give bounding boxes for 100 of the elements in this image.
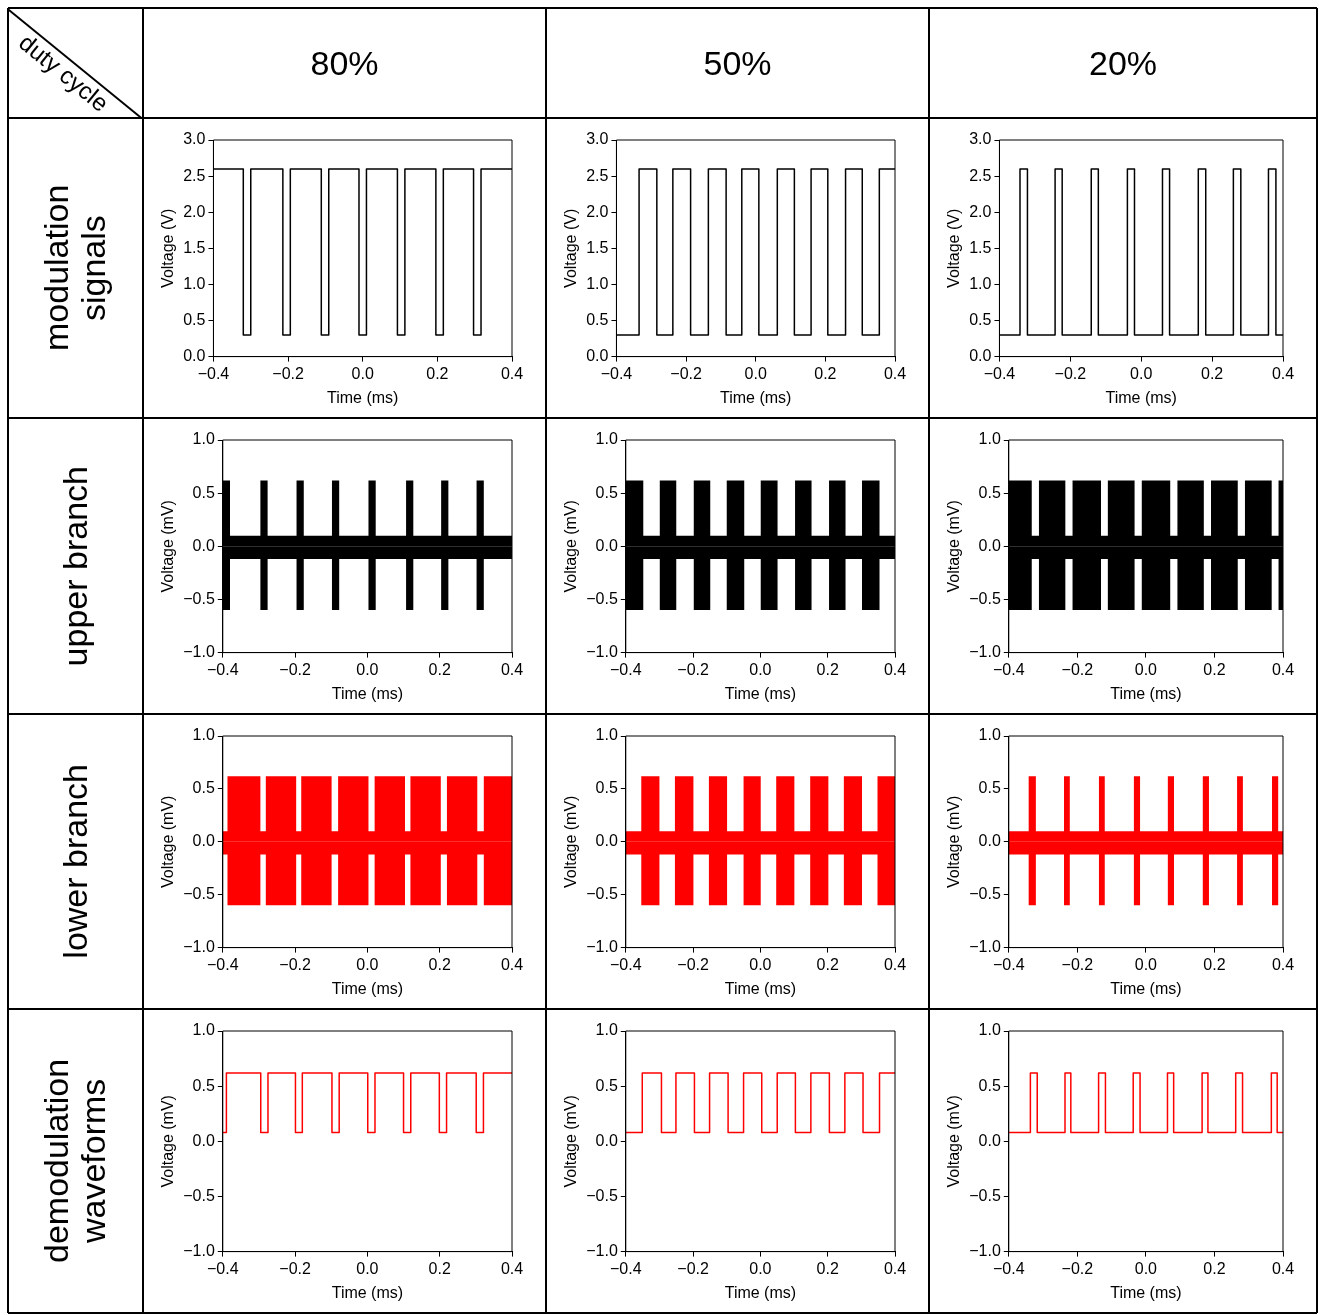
x-tick-label: −0.4	[197, 364, 230, 382]
y-tick-label: 0.5	[595, 779, 618, 797]
x-tick-label: 0.2	[816, 660, 839, 678]
y-tick-label: 0.0	[969, 347, 992, 365]
y-axis-title: Voltage (mV)	[945, 795, 963, 889]
x-tick-label: 0.0	[749, 660, 772, 678]
x-tick-label: −0.4	[609, 1259, 642, 1277]
y-tick-label: −0.5	[969, 885, 1001, 903]
y-axis-title: Voltage (V)	[159, 208, 177, 288]
y-tick-label: 1.0	[192, 1021, 215, 1039]
x-tick-label: 0.0	[356, 955, 379, 973]
y-tick-label: 0.0	[595, 832, 618, 850]
x-tick-label: 0.4	[1271, 955, 1295, 973]
x-axis-title: Time (ms)	[724, 979, 797, 997]
x-axis-title: Time (ms)	[331, 979, 404, 997]
x-tick-label: −0.4	[992, 660, 1025, 678]
y-tick-label: −1.0	[586, 643, 618, 661]
x-tick-label: 0.0	[749, 1259, 772, 1277]
x-tick-label: 0.0	[356, 660, 379, 678]
y-tick-label: 0.5	[192, 483, 215, 501]
y-tick-label: 0.5	[586, 310, 609, 328]
x-tick-label: 0.4	[500, 660, 524, 678]
x-axis-title: Time (ms)	[1110, 979, 1182, 997]
y-tick-label: 0.0	[595, 536, 618, 554]
y-tick-label: 0.0	[192, 832, 215, 850]
y-axis-title: Voltage (mV)	[159, 795, 177, 889]
y-tick-label: 0.0	[192, 1131, 215, 1149]
x-tick-label: 0.4	[500, 364, 524, 382]
x-axis-title: Time (ms)	[331, 684, 404, 702]
y-tick-label: −0.5	[586, 1186, 618, 1204]
x-tick-label: 0.2	[426, 364, 449, 382]
x-tick-label: 0.0	[1134, 1259, 1158, 1277]
y-tick-label: −1.0	[183, 938, 215, 956]
x-tick-label: 0.4	[1271, 1259, 1295, 1277]
text: 50%	[702, 42, 773, 84]
text: modulation signals	[37, 183, 113, 354]
x-tick-label: 0.0	[744, 364, 767, 382]
x-tick-label: 0.2	[1203, 660, 1226, 678]
y-axis-title: Voltage (mV)	[562, 500, 580, 593]
x-tick-label: 0.0	[356, 1259, 379, 1277]
y-tick-label: 2.0	[586, 202, 609, 220]
y-axis-title: Voltage (mV)	[562, 1095, 580, 1188]
x-tick-label: 0.2	[814, 364, 837, 382]
x-tick-label: −0.4	[983, 364, 1016, 382]
y-tick-label: 0.5	[978, 779, 1001, 797]
x-tick-label: −0.4	[992, 1259, 1025, 1277]
x-tick-label: 0.2	[1200, 364, 1224, 382]
x-tick-label: 0.0	[1134, 660, 1158, 678]
y-tick-label: −1.0	[183, 643, 215, 661]
x-axis-title: Time (ms)	[1110, 1283, 1182, 1301]
x-axis-title: Time (ms)	[327, 388, 399, 406]
y-tick-label: 1.0	[595, 1021, 618, 1039]
x-tick-label: 0.0	[749, 955, 772, 973]
y-tick-label: 1.0	[969, 274, 992, 292]
y-tick-label: −0.5	[969, 1186, 1001, 1204]
y-tick-label: 0.5	[978, 1076, 1001, 1094]
x-tick-label: −0.2	[279, 1259, 311, 1277]
text: demodulation waveforms	[37, 1057, 113, 1266]
x-tick-label: −0.2	[1061, 955, 1094, 973]
y-tick-label: 1.0	[586, 274, 609, 292]
y-tick-label: 2.0	[183, 202, 206, 220]
y-tick-label: 3.0	[183, 130, 206, 148]
x-tick-label: 0.0	[1130, 364, 1153, 382]
y-tick-label: 0.0	[978, 536, 1001, 554]
x-tick-label: −0.4	[609, 660, 642, 678]
y-tick-label: 1.5	[586, 238, 609, 256]
y-tick-label: −0.5	[969, 589, 1001, 607]
text: upper branch	[55, 465, 95, 667]
x-tick-label: −0.2	[677, 955, 709, 973]
y-tick-label: 0.0	[978, 1131, 1001, 1149]
y-tick-label: 0.5	[192, 779, 215, 797]
y-tick-label: 2.5	[183, 166, 206, 184]
y-tick-label: 0.5	[969, 310, 992, 328]
y-tick-label: −0.5	[586, 589, 618, 607]
y-tick-label: −1.0	[969, 643, 1001, 661]
text: 80%	[309, 42, 380, 84]
y-tick-label: 1.0	[183, 274, 206, 292]
y-tick-label: 2.5	[969, 166, 992, 184]
y-tick-label: 1.0	[192, 726, 215, 744]
text: 20%	[1087, 42, 1159, 84]
x-tick-label: −0.2	[279, 955, 311, 973]
text: duty cycle	[14, 28, 114, 117]
x-tick-label: 0.2	[816, 1259, 839, 1277]
y-tick-label: 1.5	[183, 238, 206, 256]
x-axis-title: Time (ms)	[724, 1283, 797, 1301]
y-tick-label: −0.5	[586, 885, 618, 903]
text: lower branch	[55, 764, 95, 959]
x-tick-label: 0.4	[883, 955, 907, 973]
y-axis-title: Voltage (mV)	[945, 500, 963, 593]
x-tick-label: −0.4	[600, 364, 633, 382]
x-tick-label: 0.4	[883, 364, 907, 382]
y-tick-label: 1.5	[969, 238, 992, 256]
x-tick-label: −0.2	[677, 1259, 709, 1277]
x-tick-label: 0.2	[1203, 955, 1226, 973]
y-tick-label: 1.0	[595, 726, 618, 744]
x-axis-title: Time (ms)	[724, 684, 797, 702]
y-tick-label: −1.0	[969, 938, 1001, 956]
x-tick-label: 0.2	[1203, 1259, 1226, 1277]
x-tick-label: −0.2	[1054, 364, 1087, 382]
y-tick-label: −0.5	[183, 1186, 215, 1204]
